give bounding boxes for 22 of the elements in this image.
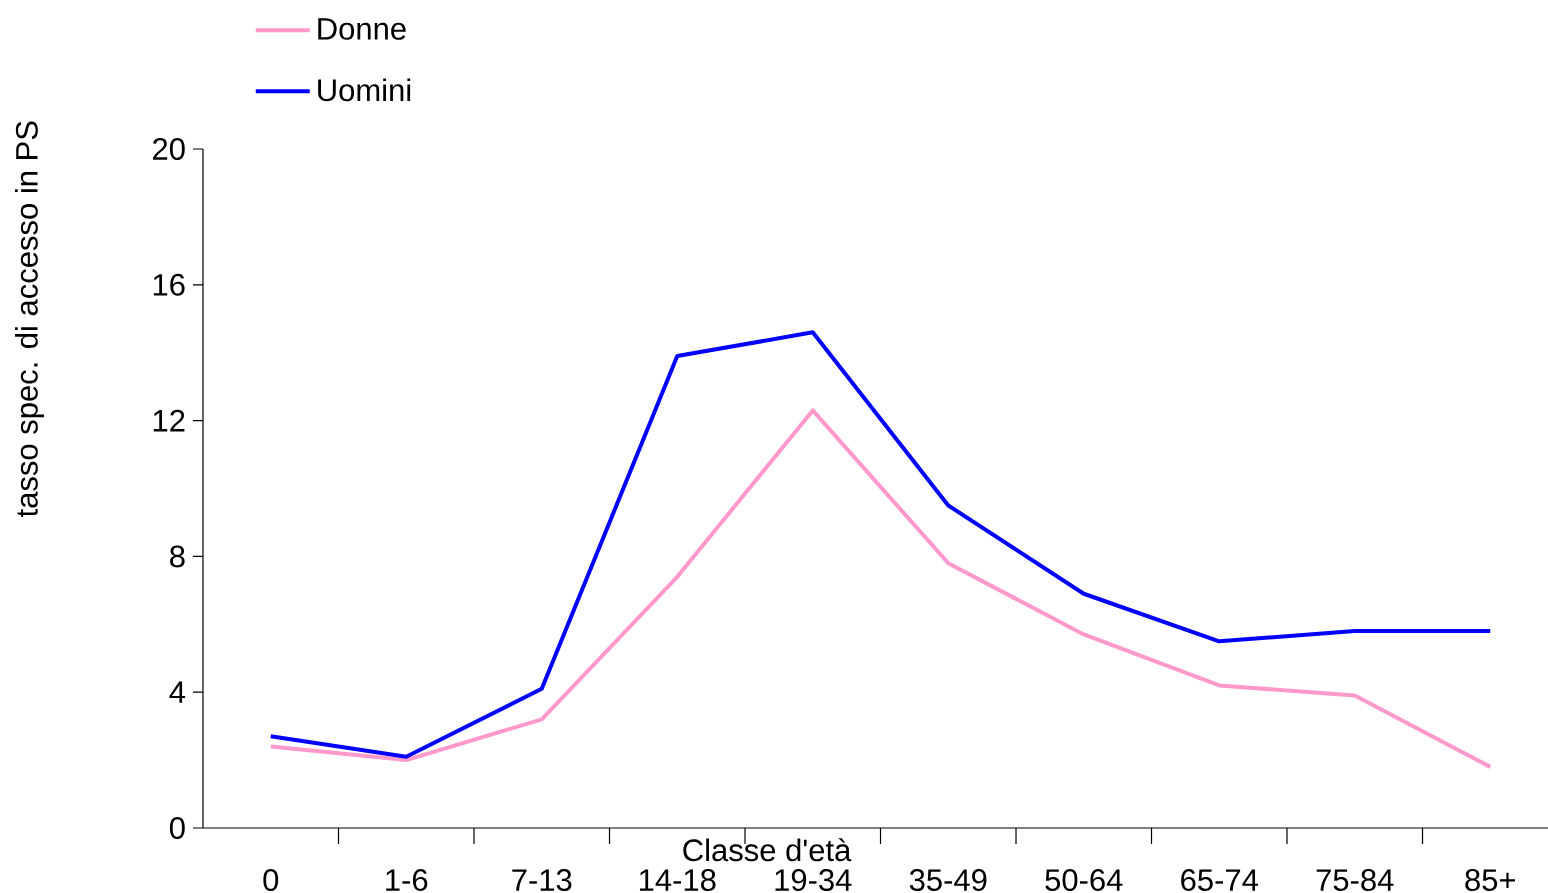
y-tick-label: 8 [170, 545, 185, 568]
y-axis-title: tasso spec. di accesso in PS [15, 121, 44, 518]
y-tick-label: 20 [153, 138, 185, 160]
legend-label: Uomini [318, 78, 411, 102]
legend-label: Donne [318, 18, 406, 40]
x-tick-label: 7-13 [512, 869, 572, 891]
x-tick-label: 50-64 [1045, 869, 1123, 891]
x-tick-label: 1-6 [386, 869, 428, 891]
y-tick-label: 16 [153, 273, 185, 296]
line-series [268, 408, 1493, 769]
x-tick-label: 65-74 [1181, 869, 1258, 891]
y-tick-label: 0 [169, 817, 185, 839]
y-tick-label: 12 [153, 409, 185, 432]
x-tick-label: 85+ [1465, 869, 1515, 891]
x-tick-label: 35-49 [909, 869, 987, 891]
x-axis-title: Classe d'età [683, 838, 852, 862]
x-tick-label: 19-34 [775, 869, 852, 891]
line-series [268, 330, 1493, 759]
y-tick-label: 4 [169, 681, 186, 703]
x-tick-label: 14-18 [639, 869, 716, 891]
x-tick-label: 75-84 [1316, 869, 1394, 891]
x-tick-label: 0 [263, 869, 279, 891]
